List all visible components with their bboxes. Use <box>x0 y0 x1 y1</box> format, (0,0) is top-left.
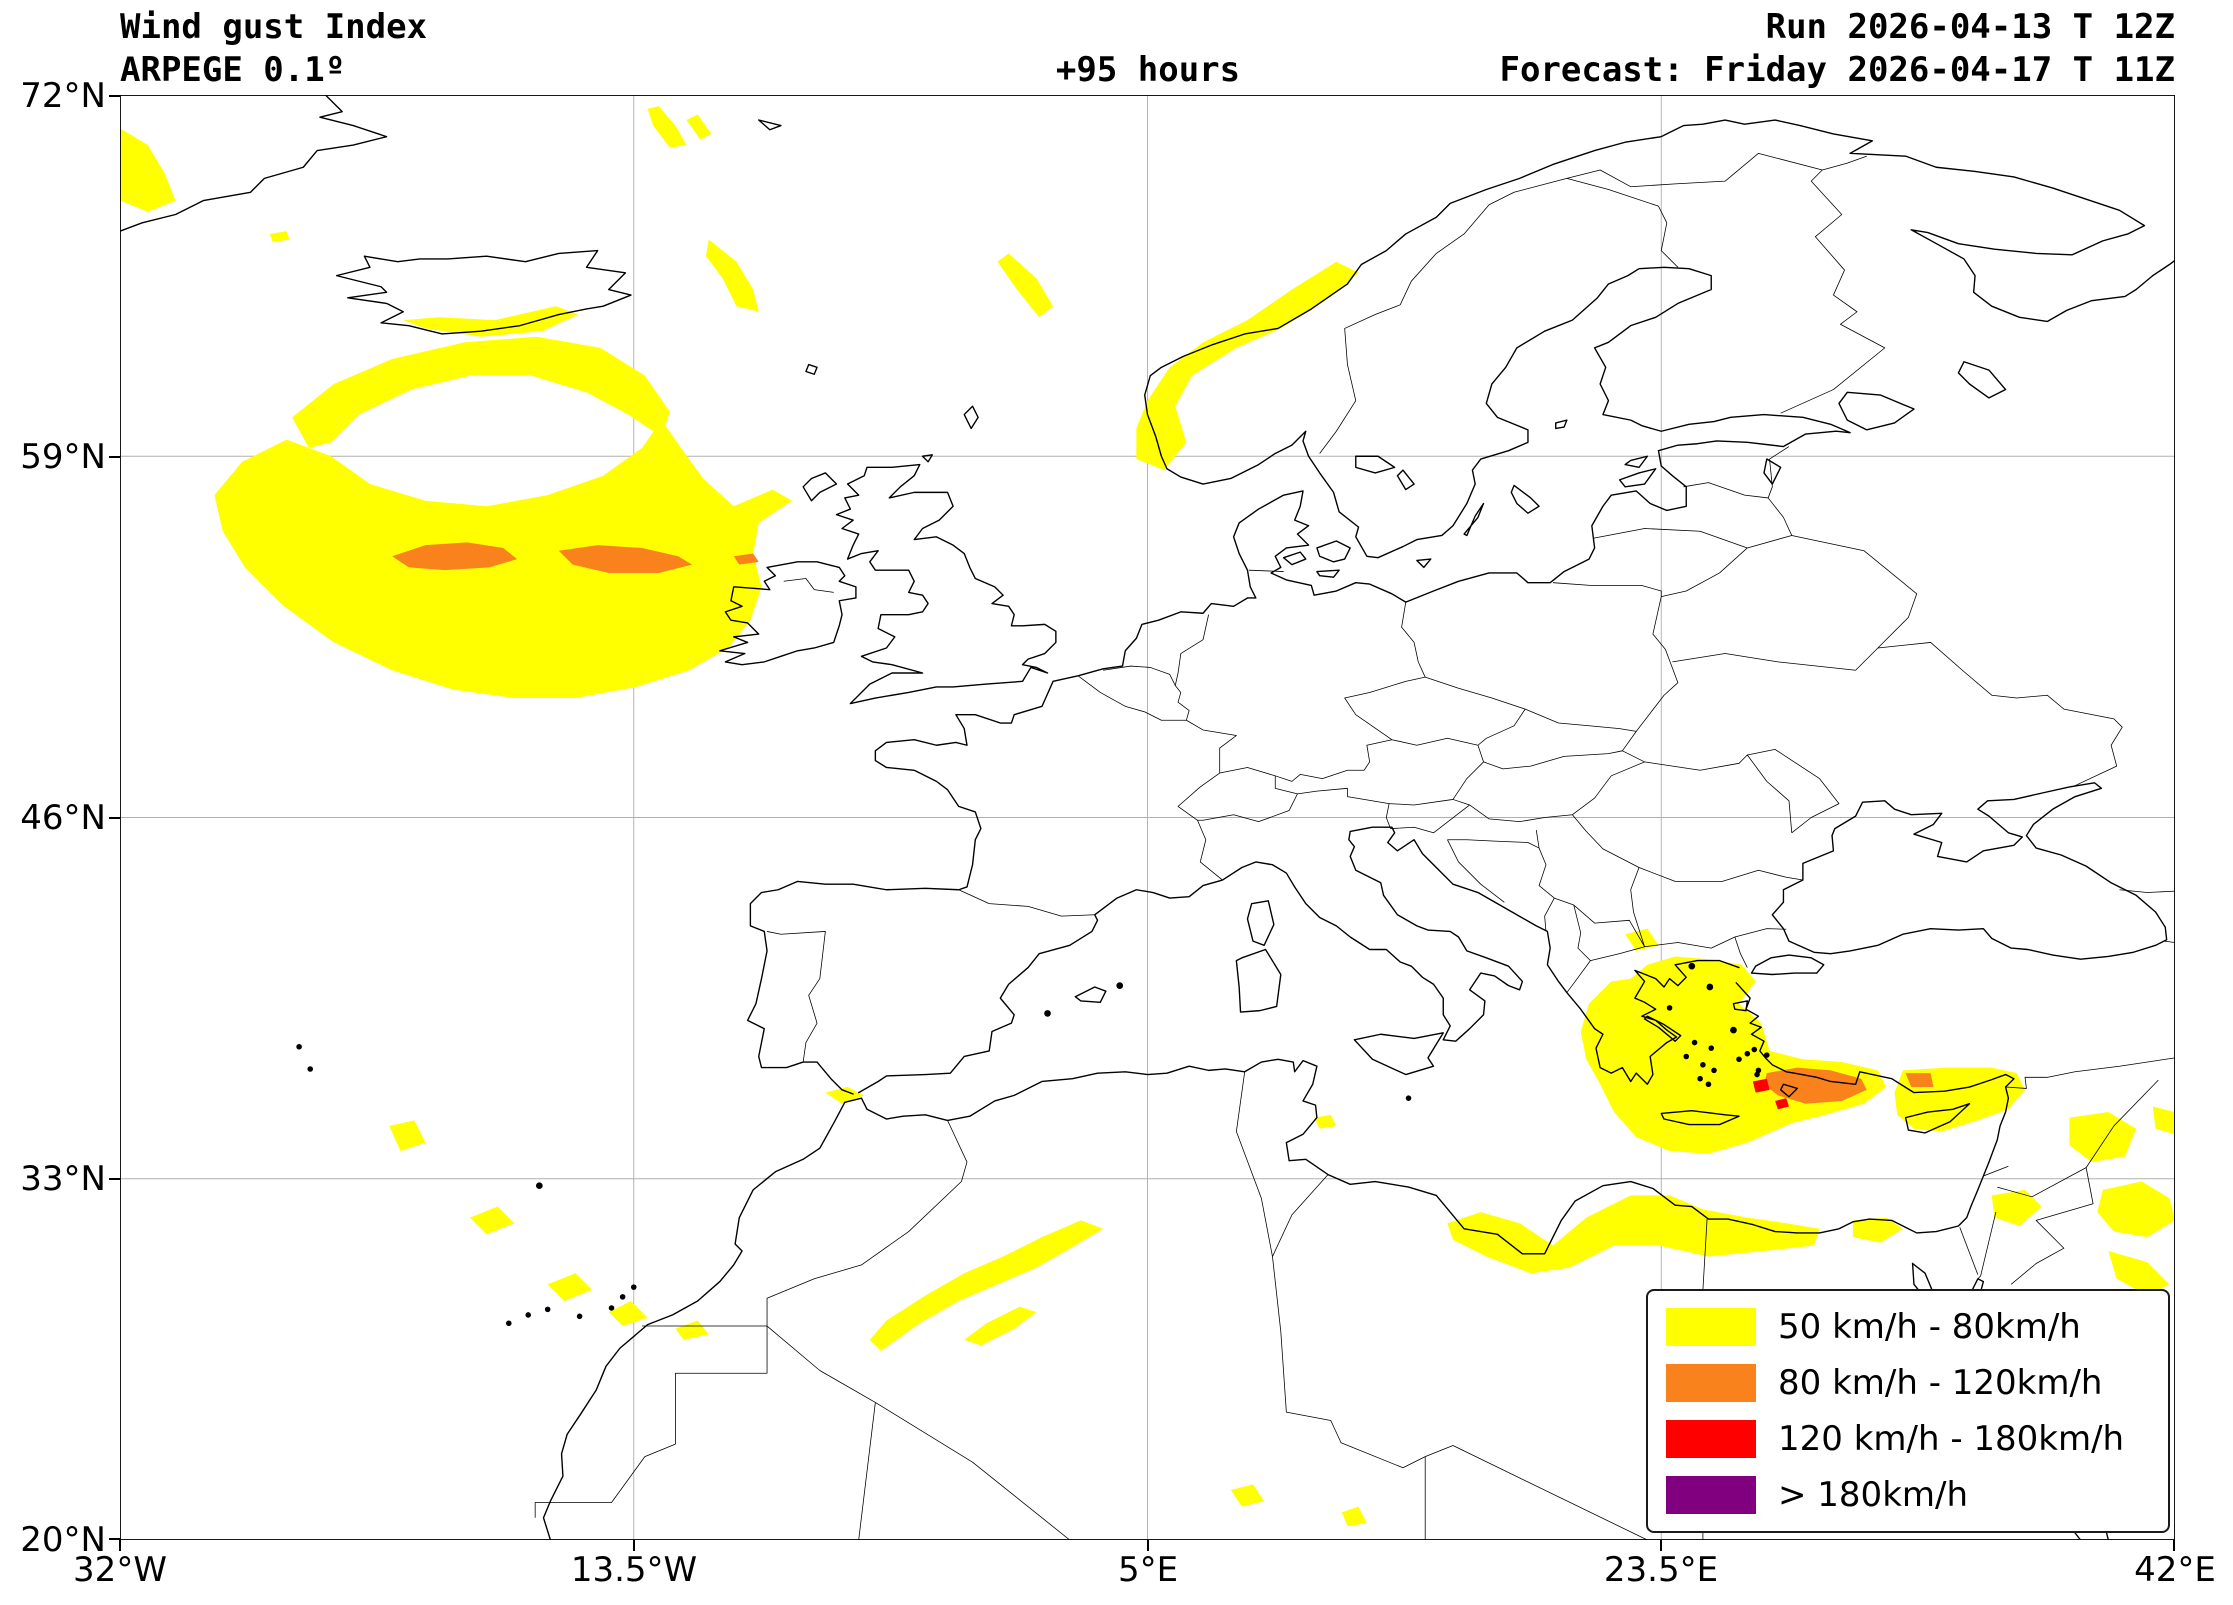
coast-hiiumaa <box>1624 455 1649 469</box>
x-axis-tick <box>633 1540 635 1551</box>
run-label: Run 2026-04-13 T 12Z <box>1765 7 2175 47</box>
x-axis-tick <box>2173 1540 2175 1551</box>
coast-iceland <box>335 249 632 335</box>
legend-item: 80 km/h - 120km/h <box>1666 1363 2150 1403</box>
legend-item: > 180km/h <box>1666 1475 2150 1515</box>
coast-sicily <box>1353 1032 1444 1076</box>
coast-cyprus <box>1904 1103 1971 1134</box>
coast-bornholm <box>1416 558 1432 569</box>
lon-tick-label: 32°W <box>73 1550 167 1590</box>
coast-ireland <box>719 561 857 666</box>
coast-corsica <box>1246 900 1275 947</box>
lon-tick-label: 23.5°E <box>1603 1550 1719 1590</box>
coast-turkey-levant-africa <box>860 982 2015 1255</box>
wind-gust-area-120-180 <box>1752 1078 1789 1110</box>
lat-tick-label: 33°N <box>20 1159 106 1199</box>
map-plot-area <box>120 95 2175 1540</box>
small-island-dots <box>296 962 1770 1327</box>
lon-tick-label: 5°E <box>1117 1550 1179 1590</box>
x-axis-tick <box>1147 1540 1149 1551</box>
coast-orkney <box>921 454 933 463</box>
coast-lolland <box>1316 569 1340 578</box>
coast-gotland <box>1510 484 1540 514</box>
coast-saaremaa <box>1618 468 1657 488</box>
country-borders <box>534 152 2175 1540</box>
coast-mediterranean-north <box>857 826 1740 1094</box>
model-label: ARPEGE 0.1º <box>120 50 346 90</box>
coast-shetland <box>963 405 979 430</box>
legend-label: > 180km/h <box>1778 1475 1969 1515</box>
legend-item: 120 km/h - 180km/h <box>1666 1419 2150 1459</box>
y-axis-tick <box>109 817 120 819</box>
legend-swatch <box>1666 1420 1756 1458</box>
x-axis-tick <box>1660 1540 1662 1551</box>
coast-marmara <box>1750 954 1825 976</box>
lat-tick-label: 59°N <box>20 437 106 477</box>
coast-lesbos <box>1732 1000 1749 1012</box>
legend: 50 km/h - 80km/h 80 km/h - 120km/h 120 k… <box>1646 1289 2170 1533</box>
lon-tick-label: 42°E <box>2134 1550 2216 1590</box>
y-axis-tick <box>109 95 120 97</box>
legend-label: 120 km/h - 180km/h <box>1778 1419 2125 1459</box>
legend-swatch <box>1666 1476 1756 1514</box>
coast-funen <box>1282 551 1307 566</box>
coast-aland <box>1555 419 1568 430</box>
coast-crete <box>1660 1109 1740 1126</box>
lat-tick-label: 46°N <box>20 798 106 838</box>
run-info-block: Run 2026-04-13 T 12Z Forecast: Friday 20… <box>1499 6 2175 92</box>
lake-onega <box>1957 361 2007 399</box>
coast-hebrides <box>802 472 838 502</box>
coast-zealand <box>1316 540 1351 563</box>
lon-tick-label: 13.5°W <box>570 1550 698 1590</box>
wind-gust-area-80-120 <box>392 542 1934 1104</box>
coast-euboea <box>1643 1015 1682 1042</box>
y-axis-tick <box>109 1178 120 1180</box>
coast-jan-mayen <box>758 119 782 131</box>
legend-label: 80 km/h - 120km/h <box>1778 1363 2103 1403</box>
coast-sardinia <box>1235 948 1282 1013</box>
lat-tick-label: 20°N <box>20 1520 106 1560</box>
page-title: Wind gust Index <box>120 7 428 47</box>
forecast-valid-label: Forecast: Friday 2026-04-17 T 11Z <box>1499 50 2175 90</box>
coast-black-sea <box>1771 782 2168 960</box>
lead-time-label: +95 hours <box>1055 50 1241 90</box>
coast-mallorca <box>1074 986 1107 1003</box>
coast-great-britain <box>835 463 1057 705</box>
lake-vattern <box>1396 469 1415 491</box>
x-axis-tick <box>119 1540 121 1551</box>
coast-greenland <box>120 95 388 232</box>
lake-ladoga <box>1838 391 1915 431</box>
lake-peipus <box>1763 458 1782 485</box>
coast-continental-atlantic-baltic <box>746 119 2175 1095</box>
coast-faroe <box>805 363 818 375</box>
europe-map <box>120 95 2175 1540</box>
map-title-block: Wind gust Index ARPEGE 0.1º <box>120 6 427 92</box>
legend-label: 50 km/h - 80km/h <box>1778 1307 2081 1347</box>
coastlines <box>120 95 2175 1540</box>
coast-oland <box>1463 502 1485 537</box>
coast-africa-atlantic <box>542 1097 863 1540</box>
y-axis-tick <box>109 456 120 458</box>
lat-tick-label: 72°N <box>20 76 106 116</box>
lake-vanern <box>1355 455 1396 474</box>
y-axis-tick <box>109 1538 120 1540</box>
coast-rhodes <box>1779 1083 1799 1098</box>
legend-item: 50 km/h - 80km/h <box>1666 1307 2150 1347</box>
legend-swatch <box>1666 1308 1756 1346</box>
legend-swatch <box>1666 1364 1756 1402</box>
